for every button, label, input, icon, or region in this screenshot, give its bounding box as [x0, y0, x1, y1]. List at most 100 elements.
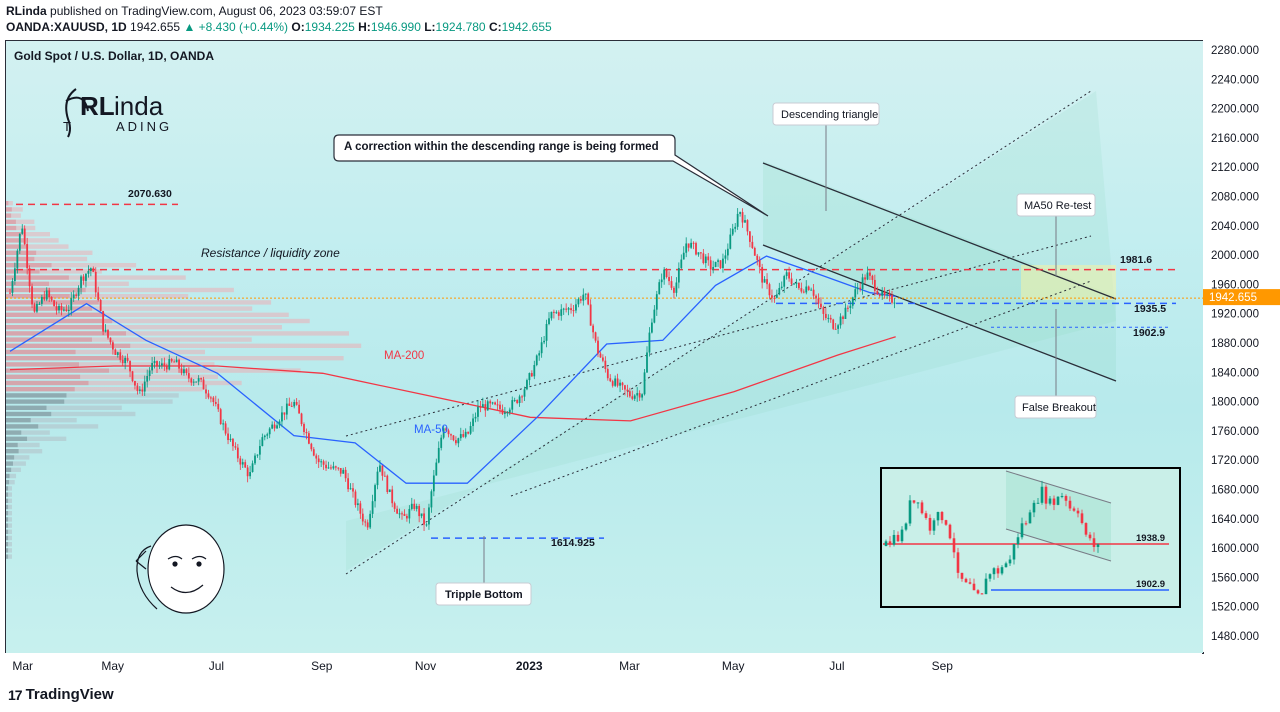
candle-body	[891, 295, 893, 303]
candle-body	[85, 273, 87, 281]
candle-body	[731, 228, 734, 235]
candle-body	[320, 461, 323, 463]
candle-body	[276, 425, 278, 429]
candle-body	[322, 461, 325, 465]
candle-body	[58, 305, 60, 311]
candle-body	[136, 385, 139, 391]
candle-body	[352, 488, 354, 492]
volume-profile-bar	[98, 300, 272, 305]
inset-candle-body	[908, 500, 912, 524]
candle-body	[824, 313, 827, 319]
volume-profile-bar	[6, 393, 67, 398]
inset-candle-body	[1024, 523, 1028, 525]
candle-body	[851, 297, 854, 306]
candle-body	[849, 305, 852, 309]
candle-body	[141, 389, 144, 392]
inset-candle-body	[960, 572, 964, 579]
candle-body	[60, 305, 63, 310]
candle-body	[440, 437, 443, 448]
candle-body	[638, 393, 641, 398]
volume-profile-bar	[36, 250, 93, 255]
candle-body	[616, 378, 619, 386]
price-axis[interactable]: 2280.000 2240.000 2200.000 2160.000 2120.000…	[1203, 40, 1280, 652]
candle-body	[489, 401, 492, 404]
candle-body	[187, 373, 190, 379]
candle-body	[398, 513, 401, 515]
candle-body	[72, 294, 75, 299]
inset-candle-body	[1044, 486, 1048, 504]
candle-body	[332, 466, 335, 469]
time-axis-svg: Mar May Jul Sep Nov 2023 Mar May Jul Sep	[12, 659, 953, 673]
candle-body	[18, 233, 21, 251]
candle-body	[682, 252, 685, 260]
volume-profile-bar	[6, 269, 40, 274]
candle-body	[381, 465, 384, 476]
candle-body	[396, 508, 398, 514]
volume-profile-bar	[6, 504, 9, 510]
volume-profile-bar	[6, 535, 9, 541]
volume-profile-bar	[6, 523, 9, 528]
candle-body	[293, 402, 296, 407]
false-breakout-label: False Breakout	[1014, 395, 1097, 419]
volume-profile-bar	[6, 368, 110, 373]
chart-pane[interactable]: A correction within the descending range…	[5, 40, 1204, 654]
candle-body	[428, 507, 430, 525]
volume-profile-bar	[6, 213, 12, 218]
candle-body	[604, 360, 607, 370]
candle-body	[702, 253, 705, 264]
candle-body	[469, 426, 472, 434]
volume-profile-bar	[6, 275, 69, 280]
volume-profile-bar	[6, 405, 47, 410]
candle-body	[504, 412, 506, 414]
candle-body	[80, 276, 82, 288]
inset-candle-body	[928, 517, 932, 531]
candle-body	[888, 294, 891, 296]
candle-body	[893, 302, 896, 304]
price-chart[interactable]: A correction within the descending range…	[6, 41, 1203, 653]
volume-profile-bar	[6, 207, 12, 212]
inset-chart: 1938.9 1902.9	[880, 467, 1181, 608]
volume-profile-bar	[92, 337, 252, 342]
volume-profile-bar	[75, 349, 205, 355]
x-tick-label: Jul	[209, 659, 224, 673]
candle-body	[597, 340, 599, 354]
close-label: C:	[488, 20, 502, 34]
time-axis[interactable]: Mar May Jul Sep Nov 2023 Mar May Jul Sep	[5, 653, 1202, 679]
candle-body	[67, 309, 70, 312]
candle-body	[631, 396, 634, 399]
tradingview-logo[interactable]: 17 TradingView	[8, 686, 114, 703]
candle-body	[687, 243, 690, 248]
candle-body	[528, 373, 531, 381]
candle-body	[771, 295, 773, 298]
descending-triangle-text: Descending triangle	[781, 109, 878, 121]
volume-profile-bar	[6, 331, 127, 336]
triple-bottom-text: Tripple Bottom	[445, 589, 523, 601]
candle-body	[575, 304, 577, 311]
candle-body	[521, 396, 523, 398]
inset-candle-body	[988, 574, 992, 579]
candle-body	[523, 389, 526, 397]
volume-profile-bar	[8, 554, 12, 559]
candle-body	[261, 437, 264, 447]
candle-body	[722, 258, 724, 269]
inset-candle-body	[1020, 523, 1024, 538]
symbol[interactable]: OANDA:XAUUSD, 1D	[6, 20, 127, 34]
candle-body	[151, 363, 153, 371]
candle-body	[611, 381, 614, 386]
candle-body	[785, 272, 788, 277]
volume-profile-bar	[6, 263, 52, 268]
volume-profile-bar	[6, 529, 9, 534]
candle-body	[452, 435, 455, 441]
candle-body	[582, 294, 585, 301]
candle-body	[538, 353, 541, 356]
candle-body	[749, 231, 751, 242]
candle-body	[518, 396, 521, 403]
candle-body	[467, 431, 470, 434]
candle-body	[567, 308, 570, 310]
svg-text:T: T	[63, 119, 75, 134]
candle-body	[192, 381, 195, 383]
candle-body	[712, 266, 715, 270]
candle-body	[670, 281, 673, 288]
candle-body	[477, 406, 479, 417]
candle-body	[680, 259, 683, 268]
